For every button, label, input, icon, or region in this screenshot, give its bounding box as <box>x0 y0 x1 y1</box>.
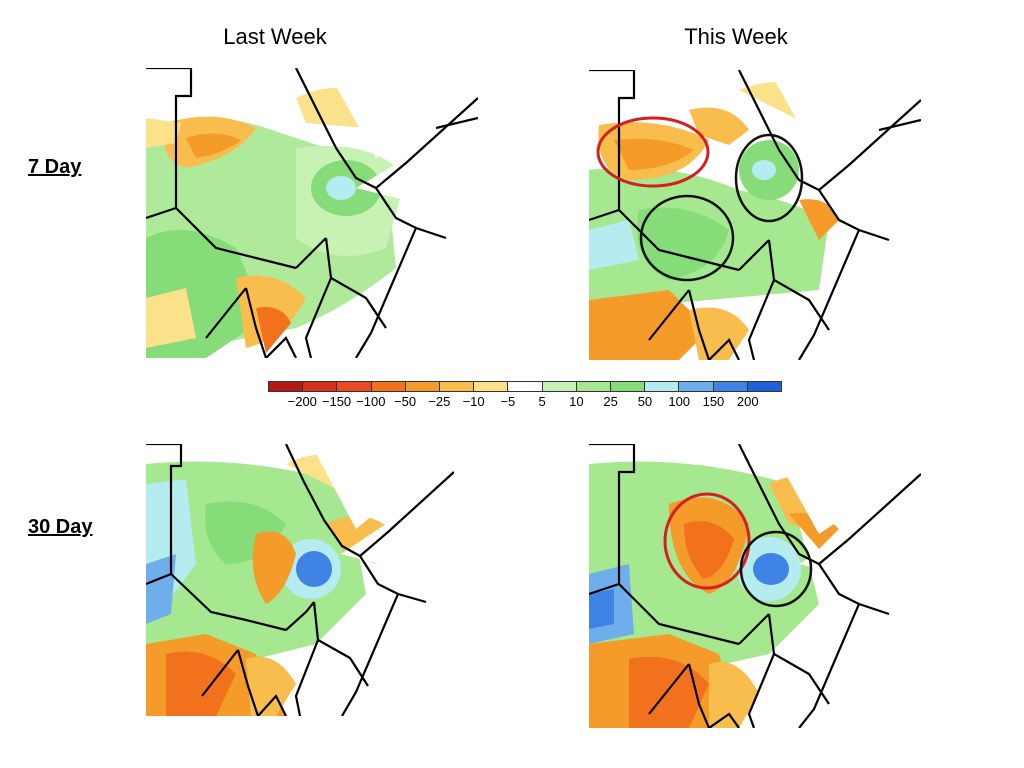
legend-tick-label: 100 <box>668 394 691 409</box>
legend-swatch <box>405 382 441 391</box>
legend-swatch <box>542 382 577 391</box>
map-30day-last-week <box>146 444 454 716</box>
legend-swatch <box>303 382 338 391</box>
color-legend: −200 −150 −100 −50 −25 −10 −5 5 10 25 50 100 150 200 <box>268 381 782 411</box>
legend-swatch <box>611 382 646 391</box>
legend-swatch <box>440 382 475 391</box>
map-7day-last-week <box>146 68 478 358</box>
legend-tick-label: −10 <box>462 394 485 409</box>
legend-tick-label: −50 <box>394 394 417 409</box>
map-30day-this-week <box>589 444 921 728</box>
legend-tick-label: 25 <box>603 394 618 409</box>
legend-tick-label: 50 <box>637 394 653 409</box>
legend-swatch <box>508 382 543 391</box>
legend-swatch <box>645 382 680 391</box>
thirty-day-label: 30 Day <box>28 516 93 538</box>
legend-swatch <box>474 382 509 391</box>
legend-swatch <box>371 382 406 391</box>
last-week-header: Last Week <box>223 24 327 49</box>
legend-tick-label: −5 <box>500 394 516 409</box>
legend-labels: −200 −150 −100 −50 −25 −10 −5 5 10 25 50 100 150 200 <box>268 392 782 409</box>
legend-swatch <box>269 382 304 391</box>
legend-tick-label: −100 <box>356 394 386 409</box>
legend-tick-label: 5 <box>538 394 546 409</box>
legend-swatch <box>713 382 748 391</box>
black-circle-annotation <box>734 133 804 223</box>
this-week-header: This Week <box>684 24 788 49</box>
legend-swatch <box>747 382 782 391</box>
legend-swatch <box>679 382 714 391</box>
legend-swatches <box>268 381 782 392</box>
legend-swatch <box>337 382 372 391</box>
legend-swatch <box>576 382 612 391</box>
seven-day-label: 7 Day <box>28 156 82 178</box>
legend-tick-label: −200 <box>287 394 317 409</box>
black-circle-annotation <box>639 194 735 282</box>
legend-tick-label: −150 <box>321 394 352 409</box>
legend-tick-label: 200 <box>736 394 759 409</box>
legend-tick-label: −25 <box>428 394 451 409</box>
map-7day-this-week <box>589 70 921 360</box>
black-circle-annotation <box>739 530 813 608</box>
red-circle-annotation <box>596 116 710 188</box>
red-circle-annotation <box>663 492 751 590</box>
legend-tick-label: 10 <box>569 394 584 409</box>
legend-tick-label: 150 <box>702 394 725 409</box>
